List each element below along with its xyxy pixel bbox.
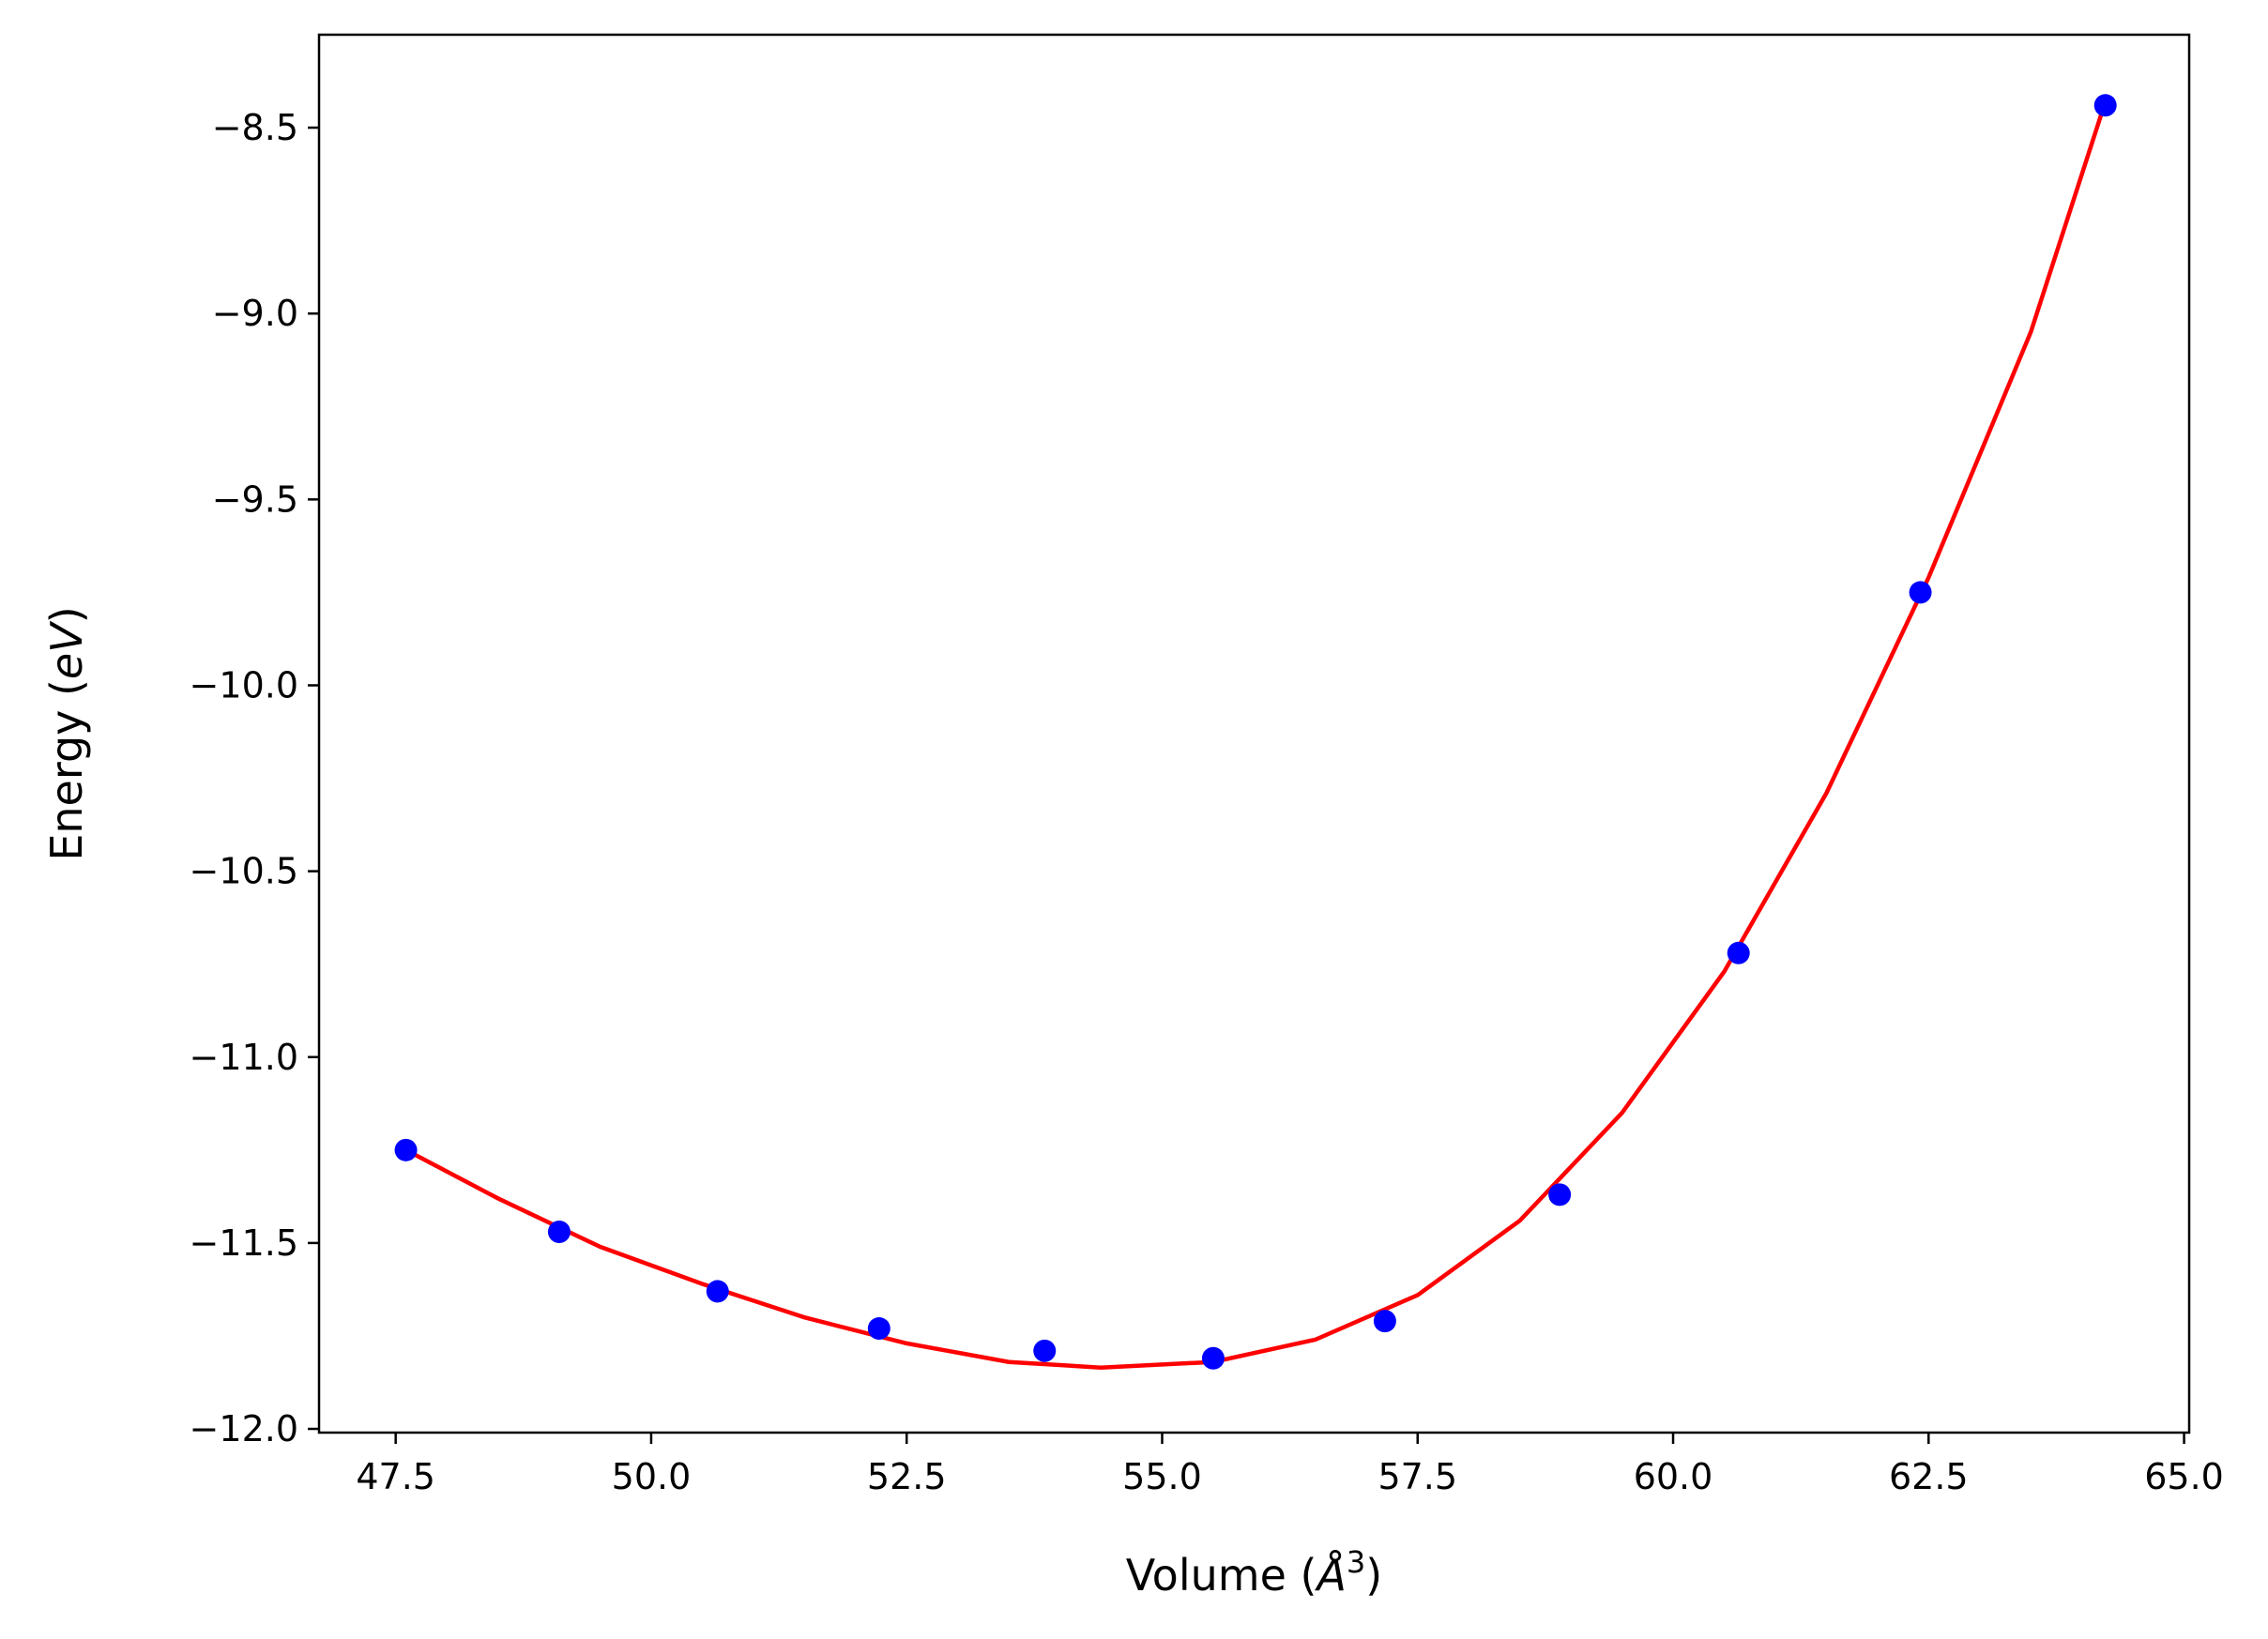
data-point: [1033, 1339, 1057, 1362]
data-point: [394, 1138, 418, 1161]
x-tick-label: 50.0: [612, 1456, 692, 1497]
x-axis-title: Volume (Å3): [1126, 1544, 1382, 1601]
x-tick-label: 55.0: [1122, 1456, 1202, 1497]
x-axis-title-close: ): [1365, 1550, 1382, 1601]
y-tick-label: −8.5: [212, 107, 298, 148]
y-tick-label: −11.5: [190, 1222, 298, 1264]
data-point: [547, 1221, 571, 1244]
y-tick-label: −12.0: [190, 1408, 298, 1449]
y-tick-label: −9.0: [212, 293, 298, 334]
fit-curve-line: [404, 100, 2108, 1370]
y-tick-label: −11.0: [190, 1037, 298, 1078]
x-axis-title-text: Volume (: [1126, 1550, 1317, 1601]
y-axis-title-unit: eV: [41, 620, 92, 679]
y-tick-label: −10.0: [190, 664, 298, 706]
x-tick-label: 62.5: [1889, 1456, 1969, 1497]
y-axis-title-close: ): [41, 606, 92, 623]
data-point: [1727, 941, 1750, 964]
y-axis-title-text: Energy (: [41, 679, 92, 861]
y-tick-label: −10.5: [190, 851, 298, 892]
y-axis-title: Energy (eV): [41, 606, 92, 860]
plot-frame: [317, 33, 2191, 1434]
x-tick-label: 47.5: [356, 1456, 435, 1497]
data-points-layer: [394, 94, 2117, 1370]
data-point: [1548, 1183, 1572, 1206]
y-tick-label: −9.5: [212, 478, 298, 520]
data-point: [1909, 581, 1932, 604]
fit-curve-layer: [404, 100, 2108, 1370]
data-point: [2093, 94, 2117, 117]
data-point: [1201, 1346, 1225, 1370]
x-axis-title-unit: Å: [1314, 1550, 1346, 1601]
x-tick-label: 57.5: [1378, 1456, 1457, 1497]
tick-layer: 47.5 50.0 52.5 55.0 57.5 60.0 62.5 65.0 −12.0 −11…: [190, 107, 2224, 1497]
x-tick-label: 65.0: [2144, 1456, 2224, 1497]
data-point: [706, 1280, 729, 1303]
x-tick-label: 60.0: [1634, 1456, 1713, 1497]
data-point: [867, 1317, 890, 1341]
x-tick-label: 52.5: [867, 1456, 947, 1497]
x-axis-title-exponent: 3: [1347, 1544, 1365, 1580]
data-point: [1373, 1310, 1396, 1333]
